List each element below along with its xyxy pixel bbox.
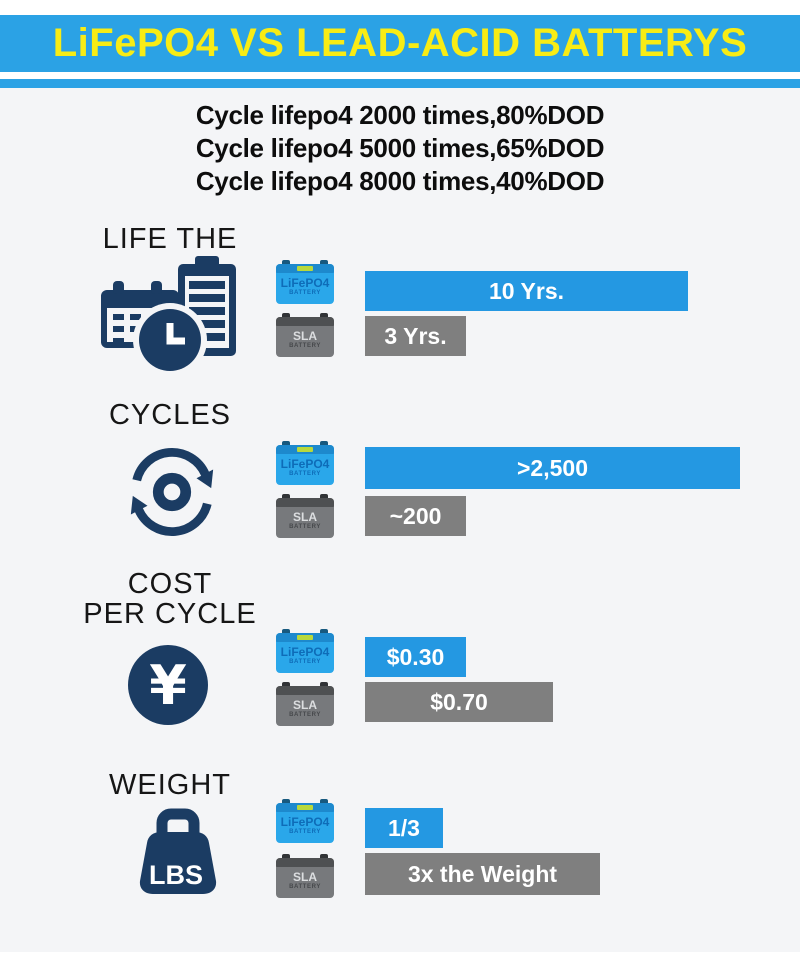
battery-vent-strip (297, 635, 313, 640)
battery-lid (276, 633, 334, 642)
weight-lbs-icon: LBS (130, 808, 220, 896)
battery-terminal (282, 260, 290, 266)
yen-coin-icon: ¥ (128, 645, 208, 725)
battery-terminal (320, 799, 328, 805)
battery-terminal (320, 260, 328, 266)
cycles-sla-bar: ~200 (365, 496, 466, 536)
battery-lid (276, 498, 334, 507)
battery-lid (276, 264, 334, 273)
battery-terminal (320, 313, 328, 319)
battery-lid (276, 317, 334, 326)
sla-battery-icon: SLA BATTERY (276, 854, 334, 898)
battery-terminal (282, 313, 290, 319)
battery-terminal (282, 494, 290, 500)
battery-lid (276, 858, 334, 867)
battery-terminal (282, 682, 290, 688)
battery-vent-strip (297, 266, 313, 271)
lifepo4-battery-icon: LiFePO4 BATTERY (276, 260, 334, 304)
battery-vent-strip (297, 447, 313, 452)
weight-sla-bar: 3x the Weight (365, 853, 600, 895)
cost-sla-bar: $0.70 (365, 682, 553, 722)
cycles-lifepo4-bar: >2,500 (365, 447, 740, 489)
recycle-arrows-icon (123, 443, 221, 541)
battery-terminal (282, 854, 290, 860)
cost-lifepo4-bar: $0.30 (365, 637, 466, 677)
battery-terminal (320, 854, 328, 860)
header-underline-stripe (0, 79, 800, 88)
section-title-weight: WEIGHT (109, 769, 231, 801)
section-title-life: LIFE THE (102, 223, 238, 255)
lifepo4-battery-icon: LiFePO4 BATTERY (276, 629, 334, 673)
battery-terminal (320, 682, 328, 688)
battery-lid (276, 445, 334, 454)
battery-vent-strip (297, 805, 313, 810)
life-sla-bar: 3 Yrs. (365, 316, 466, 356)
battery-lid (276, 686, 334, 695)
header-banner: LiFePO4 VS LEAD-ACID BATTERYS (0, 15, 800, 72)
battery-terminal (282, 629, 290, 635)
battery-terminal (282, 799, 290, 805)
calendar-clipboard-clock-icon (101, 252, 240, 378)
battery-terminal (282, 441, 290, 447)
life-lifepo4-bar: 10 Yrs. (365, 271, 688, 311)
sla-battery-icon: SLA BATTERY (276, 494, 334, 538)
weight-lifepo4-bar: 1/3 (365, 808, 443, 848)
sla-battery-icon: SLA BATTERY (276, 682, 334, 726)
intro-line-1: Cycle lifepo4 2000 times,80%DOD (195, 100, 605, 130)
svg-text:LBS: LBS (149, 860, 203, 890)
battery-terminal (320, 629, 328, 635)
lifepo4-battery-icon: LiFePO4 BATTERY (276, 441, 334, 485)
battery-terminal (320, 441, 328, 447)
intro-line-3: Cycle lifepo4 8000 times,40%DOD (195, 166, 605, 196)
intro-line-2: Cycle lifepo4 5000 times,65%DOD (195, 133, 605, 163)
battery-terminal (320, 494, 328, 500)
section-title-cost: COST PER CYCLE (83, 568, 257, 630)
section-title-cycles: CYCLES (108, 399, 232, 431)
page-title: LiFePO4 VS LEAD-ACID BATTERYS (52, 21, 748, 65)
lifepo4-battery-icon: LiFePO4 BATTERY (276, 799, 334, 843)
sla-battery-icon: SLA BATTERY (276, 313, 334, 357)
intro-text: Cycle lifepo4 2000 times,80%DOD Cycle li… (0, 99, 800, 198)
battery-lid (276, 803, 334, 812)
svg-text:¥: ¥ (149, 654, 187, 717)
